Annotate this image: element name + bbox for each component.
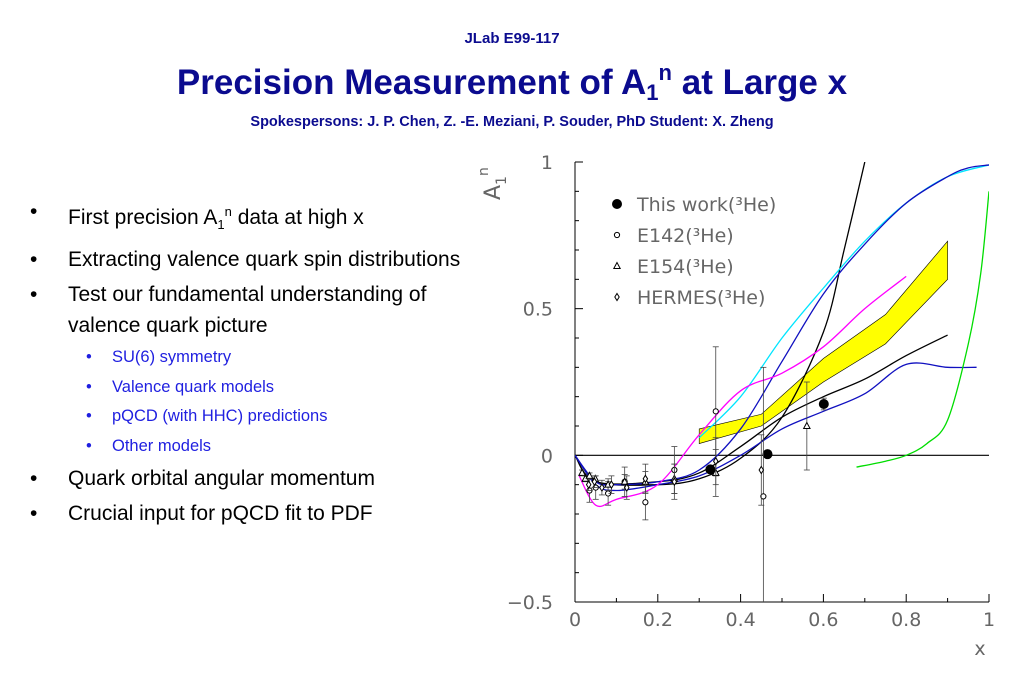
- y-axis-label: A1n: [476, 167, 510, 200]
- bullet-dot: •: [86, 377, 92, 396]
- bullet-text-end: data at high x: [231, 206, 364, 229]
- bullet-item: • First precision A1n data at high x: [28, 196, 498, 240]
- legend-marker: [612, 261, 622, 269]
- data-point-e142-3he-: [642, 499, 649, 506]
- bullet-item: • Extracting valence quark spin distribut…: [28, 244, 498, 275]
- data-point-hermes-3he-: [608, 480, 615, 490]
- y-axis-label-sup: n: [476, 167, 492, 176]
- bullet-dot: •: [86, 436, 92, 455]
- bullet-item: • Quark orbital angular momentum: [28, 463, 498, 494]
- sub-bullet-item: • SU(6) symmetry: [28, 345, 498, 369]
- x-tick-label: 0.4: [725, 609, 755, 631]
- x-tick-label: 1: [983, 609, 995, 631]
- data-point-hermes-3he-: [585, 480, 592, 490]
- data-point-e142-3he-: [760, 493, 767, 500]
- bullet-dot: •: [30, 467, 38, 491]
- model-curve-6: [578, 275, 907, 508]
- prediction-band: [698, 240, 948, 444]
- x-axis-label: x: [974, 638, 985, 660]
- data-point-hermes-3he-: [671, 477, 678, 487]
- y-tick-label: 1: [541, 152, 553, 174]
- bullet-superscript: n: [224, 204, 232, 219]
- bullet-dot: •: [86, 348, 92, 367]
- data-point-e154-3he-: [578, 468, 587, 476]
- sub-bullet-text: SU(6) symmetry: [112, 348, 232, 367]
- data-point-hermes-3he-: [623, 483, 630, 493]
- bullet-text: Extracting valence quark spin distributi…: [68, 248, 461, 272]
- sub-bullet-item: • Valence quark models: [28, 375, 498, 399]
- legend-marker: [612, 199, 622, 209]
- legend-label: This work(³He): [636, 194, 776, 216]
- bullet-dot: •: [86, 407, 92, 426]
- title-end: at Large x: [672, 63, 848, 102]
- slide-header: JLab E99-117 Precision Measurement of A1…: [0, 30, 1024, 130]
- experiment-label: JLab E99-117: [464, 30, 560, 47]
- bullet-dot: •: [30, 283, 38, 307]
- bullet-dot: •: [30, 248, 38, 272]
- bullet-dot: •: [30, 200, 38, 223]
- legend-marker: [613, 231, 621, 239]
- data-point-this-work-3he-: [762, 449, 773, 460]
- bullet-text: Crucial input for pQCD fit to PDF: [68, 502, 373, 526]
- spokespersons-line: Spokespersons: J. P. Chen, Z. -E. Mezian…: [250, 114, 774, 130]
- data-point-this-work-3he-: [818, 399, 829, 409]
- sub-bullet-text: pQCD (with HHC) predictions: [112, 407, 328, 426]
- bullet-item: • Crucial input for pQCD fit to PDF: [28, 498, 498, 529]
- y-tick-label: 0: [541, 445, 553, 467]
- legend-label: E154(³He): [637, 256, 734, 278]
- legend-marker: [614, 292, 620, 302]
- title-main: Precision Measurement of A: [176, 63, 647, 102]
- x-tick-label: 0: [569, 609, 581, 631]
- x-tick-label: 0.8: [891, 609, 921, 631]
- bullet-subscript: 1: [217, 217, 225, 233]
- data-point-hermes-3he-: [599, 483, 605, 493]
- model-curve-7: [856, 191, 989, 468]
- data-point-this-work-3he-: [705, 464, 716, 475]
- y-tick-label: −0.5: [507, 592, 553, 614]
- data-point-hermes-3he-: [591, 477, 598, 487]
- data-point-e154-3he-: [585, 471, 594, 479]
- y-tick-label: 0.5: [523, 299, 553, 321]
- title-superscript: n: [658, 60, 672, 85]
- bullet-text: First precision A: [68, 206, 218, 229]
- data-point-hermes-3he-: [712, 456, 719, 466]
- data-point-hermes-3he-: [758, 465, 765, 475]
- title-subscript: 1: [646, 80, 659, 105]
- y-axis-label-sub: 1: [494, 176, 510, 185]
- bullet-dot: •: [30, 502, 38, 526]
- y-axis-label-main: A: [481, 185, 506, 200]
- slide-title: Precision Measurement of A1n at Large x: [0, 53, 1024, 113]
- data-point-e142-3he-: [712, 408, 719, 415]
- bullet-item: • Test our fundamental understanding of v…: [28, 279, 498, 341]
- bullet-text: Quark orbital angular momentum: [68, 467, 375, 491]
- legend-label: HERMES(³He): [637, 287, 765, 309]
- sub-bullet-item: • pQCD (with HHC) predictions: [28, 404, 498, 428]
- x-tick-label: 0.6: [808, 609, 838, 631]
- bullet-text: Test our fundamental understanding of va…: [68, 283, 427, 338]
- x-tick-label: 0.2: [643, 609, 673, 631]
- legend-label: E142(³He): [637, 225, 734, 247]
- data-point-e154-3he-: [802, 421, 811, 429]
- model-curve-4: [575, 164, 989, 486]
- sub-bullet-item: • Other models: [28, 434, 498, 458]
- sub-bullet-text: Valence quark models: [112, 377, 275, 396]
- chart-legend: This work(³He) E142(³He) E154(³He) HERMES(³…: [612, 194, 776, 309]
- sub-bullet-text: Other models: [112, 436, 212, 455]
- data-point-hermes-3he-: [642, 474, 649, 484]
- bullet-list: • First precision A1n data at high x • Ext…: [28, 196, 498, 533]
- plot-area: [575, 162, 989, 602]
- data-point-e154-3he-: [620, 477, 629, 485]
